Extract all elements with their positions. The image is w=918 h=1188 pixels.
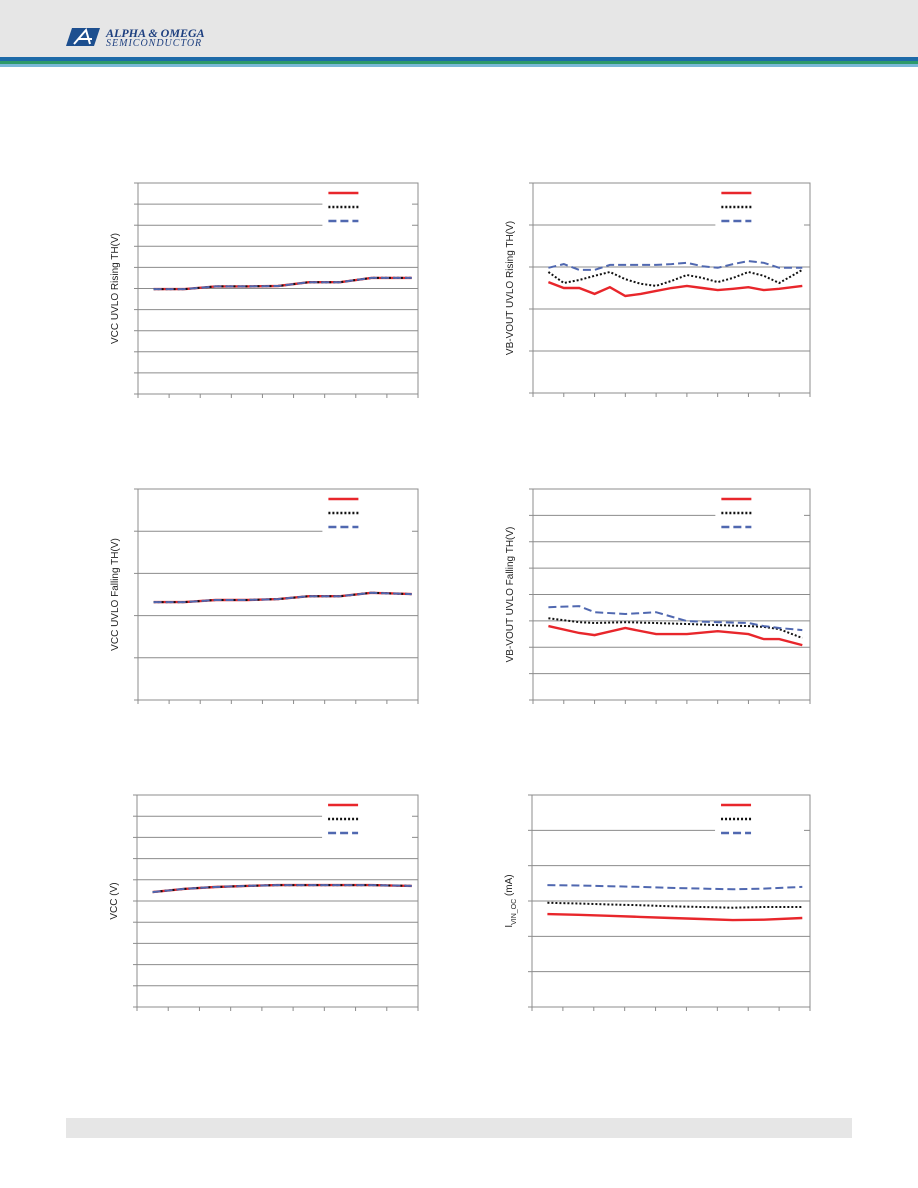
series-line bbox=[547, 884, 803, 891]
company-division: SEMICONDUCTOR bbox=[106, 38, 202, 49]
plot-frame bbox=[137, 488, 419, 701]
y-axis-label-sub: VIN_OC bbox=[511, 899, 518, 925]
series-line bbox=[547, 269, 803, 287]
plot-frame bbox=[137, 182, 419, 395]
plot-frame bbox=[136, 794, 419, 1008]
plot-frame bbox=[532, 488, 811, 701]
series-line bbox=[153, 276, 412, 291]
plot-frame bbox=[532, 182, 811, 394]
footer-band bbox=[66, 1118, 852, 1138]
header-stripe bbox=[0, 64, 918, 67]
y-axis-label-text: VCC UVLO Falling TH(V) bbox=[110, 538, 121, 651]
series-line bbox=[547, 280, 803, 298]
series-line bbox=[153, 591, 412, 604]
y-axis-label-text: (mA) bbox=[504, 874, 515, 898]
y-axis-label: VCC UVLO Falling TH(V) bbox=[110, 538, 121, 651]
series-line bbox=[153, 276, 412, 291]
y-axis-label: VB-VOUT UVLO Rising TH(V) bbox=[505, 221, 516, 355]
y-axis-label: VCC (V) bbox=[109, 882, 120, 919]
header-band bbox=[0, 0, 918, 57]
y-axis-label: VCC UVLO Rising TH(V) bbox=[110, 233, 121, 344]
y-axis-label-text: VCC (V) bbox=[109, 882, 120, 919]
y-axis-label-text: VB-VOUT UVLO Rising TH(V) bbox=[505, 221, 516, 355]
series-line bbox=[152, 884, 412, 894]
logo bbox=[66, 27, 100, 46]
y-axis-label-text: VCC UVLO Rising TH(V) bbox=[110, 233, 121, 344]
series-line bbox=[547, 901, 803, 909]
y-axis-label-text: VB-VOUT UVLO Falling TH(V) bbox=[505, 527, 516, 663]
series-line bbox=[547, 912, 803, 922]
header-stripe bbox=[0, 61, 918, 64]
y-axis-label-text: I bbox=[504, 925, 515, 928]
header-stripe bbox=[0, 57, 918, 61]
company-name: ALPHA & OMEGA bbox=[105, 26, 205, 40]
series-line bbox=[548, 260, 803, 271]
y-axis-label: IVIN_OC (mA) bbox=[504, 874, 518, 927]
series-line bbox=[548, 605, 803, 632]
series-line bbox=[548, 624, 803, 647]
plot-frame bbox=[531, 794, 811, 1008]
y-axis-label: VB-VOUT UVLO Falling TH(V) bbox=[505, 527, 516, 663]
